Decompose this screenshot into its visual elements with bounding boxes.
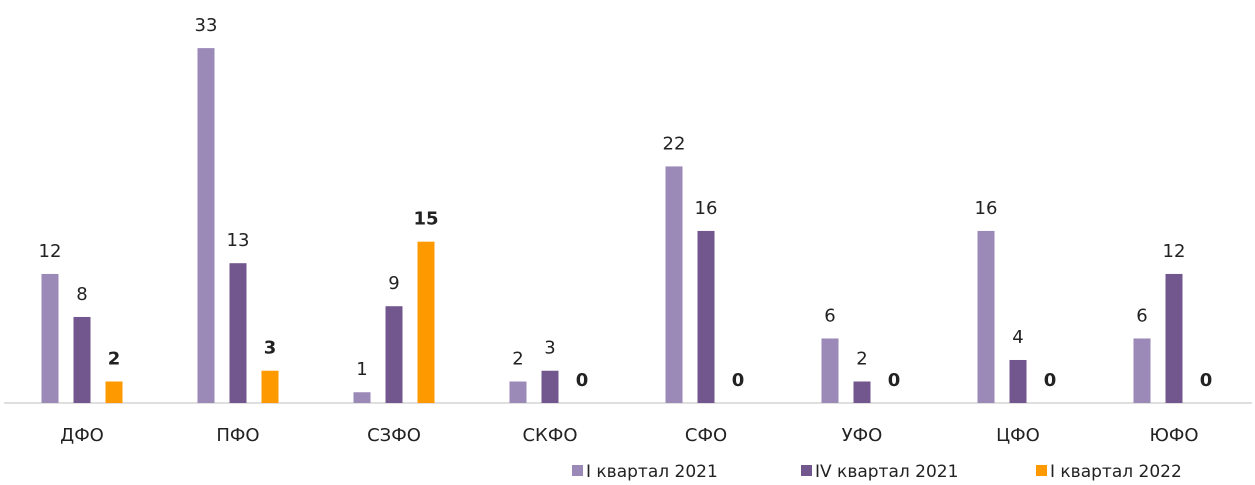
data-label: 22 xyxy=(663,133,686,154)
data-label: 2 xyxy=(108,348,121,369)
bar xyxy=(665,166,683,403)
bar xyxy=(977,230,995,403)
data-label: 8 xyxy=(76,284,87,305)
x-tick-label: УФО xyxy=(842,425,883,446)
bar xyxy=(509,381,527,403)
data-label: 33 xyxy=(195,15,218,36)
bar xyxy=(697,230,715,403)
x-tick-label: ДФО xyxy=(60,425,104,446)
bar xyxy=(229,263,247,403)
bar xyxy=(853,381,871,403)
data-label: 3 xyxy=(544,338,555,359)
data-label: 6 xyxy=(1136,305,1147,326)
bar xyxy=(353,392,371,403)
bar xyxy=(821,338,839,403)
data-label: 6 xyxy=(824,305,835,326)
legend-swatch xyxy=(801,465,812,476)
data-label: 2 xyxy=(856,348,867,369)
data-label: 12 xyxy=(1163,241,1186,262)
bar xyxy=(417,241,435,403)
x-tick-label: ПФО xyxy=(216,425,259,446)
bar xyxy=(1165,273,1183,403)
x-tick-label: ЦФО xyxy=(996,425,1040,446)
data-label: 0 xyxy=(1200,370,1213,391)
bar xyxy=(385,306,403,403)
legend-label: I квартал 2022 xyxy=(1050,462,1182,482)
data-label: 16 xyxy=(695,198,718,219)
bar xyxy=(261,370,279,403)
bar xyxy=(1133,338,1151,403)
bar xyxy=(105,381,123,403)
data-label: 0 xyxy=(888,370,901,391)
data-label: 0 xyxy=(732,370,745,391)
data-label: 4 xyxy=(1012,327,1023,348)
data-label: 9 xyxy=(388,273,399,294)
data-label: 12 xyxy=(39,241,62,262)
legend-label: IV квартал 2021 xyxy=(815,462,958,482)
bar xyxy=(1009,359,1027,403)
legend-label: I квартал 2021 xyxy=(586,462,718,482)
bar xyxy=(41,273,59,403)
bar xyxy=(541,370,559,403)
bar xyxy=(197,48,215,403)
data-label: 0 xyxy=(576,370,589,391)
data-label: 3 xyxy=(264,338,277,359)
x-tick-label: ЮФО xyxy=(1149,425,1198,446)
x-tick-label: СКФО xyxy=(522,425,577,446)
bar xyxy=(73,316,91,403)
x-tick-label: СЗФО xyxy=(367,425,421,446)
data-label: 2 xyxy=(512,348,523,369)
data-label: 15 xyxy=(413,209,438,230)
data-label: 13 xyxy=(227,230,250,251)
data-label: 1 xyxy=(356,359,367,380)
legend-swatch xyxy=(572,465,583,476)
legend-swatch xyxy=(1036,465,1047,476)
data-label: 0 xyxy=(1044,370,1057,391)
x-tick-label: СФО xyxy=(685,425,727,446)
data-label: 16 xyxy=(975,198,998,219)
